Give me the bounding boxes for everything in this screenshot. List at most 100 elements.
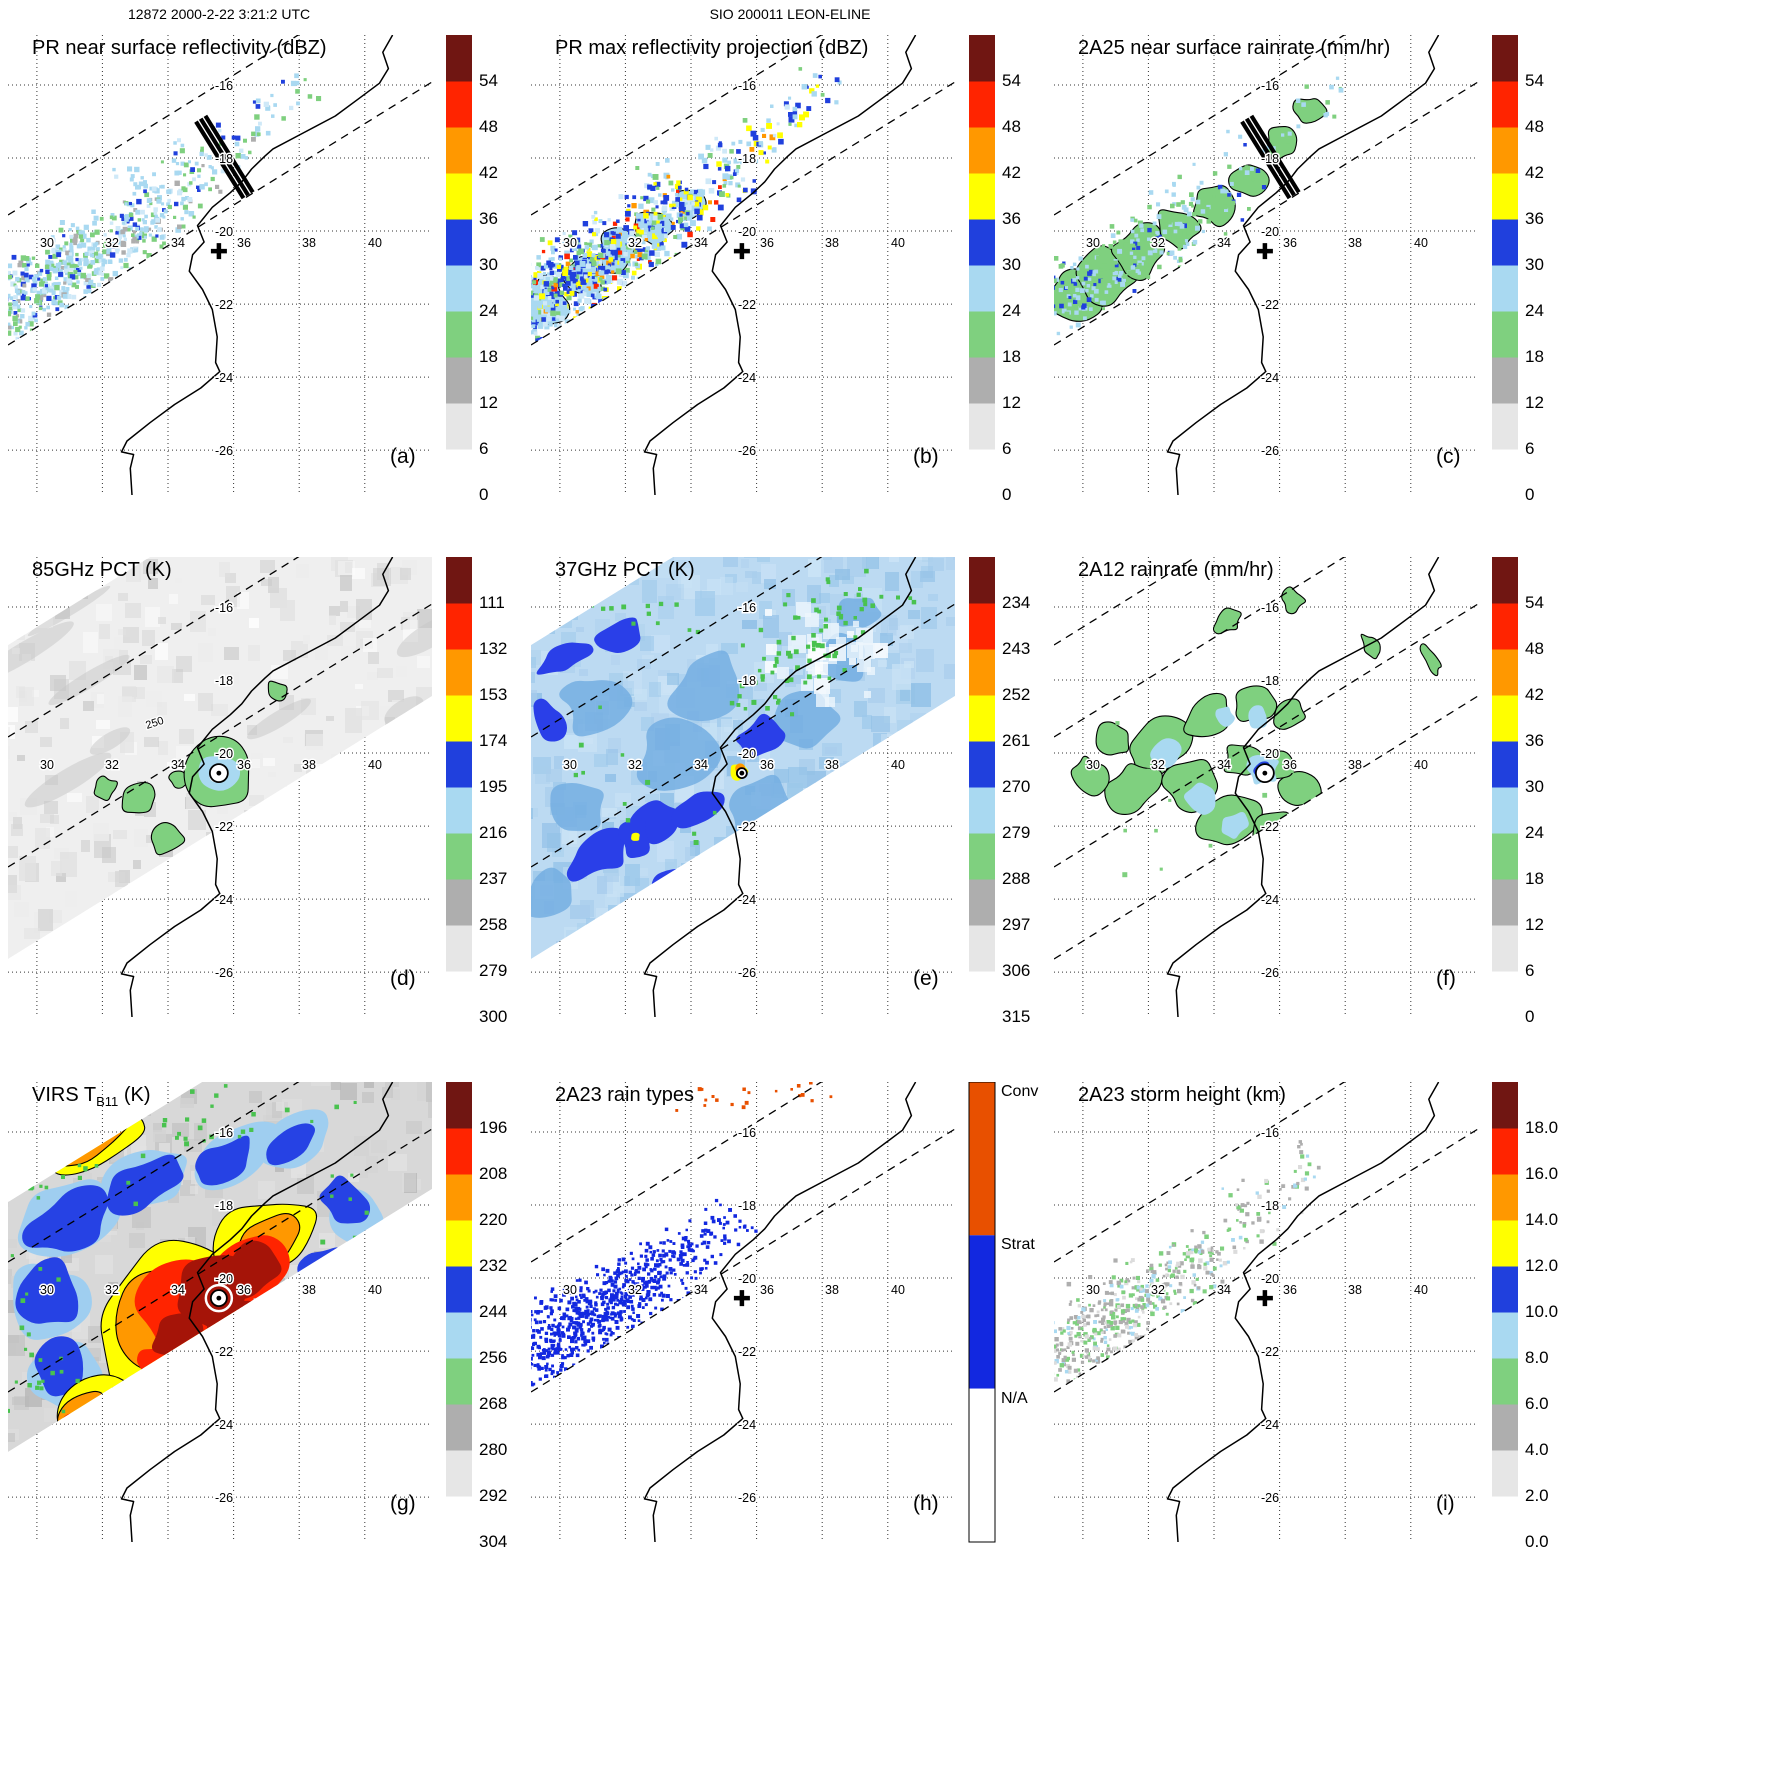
lon-label: 40 <box>891 1283 905 1297</box>
coastline <box>1166 35 1440 496</box>
colorbar-tick: 153 <box>479 685 507 704</box>
colorbar-segment <box>446 1174 472 1221</box>
colorbar-segment <box>969 557 995 604</box>
panel-e: 30 32 34 36 38 40 -16 -18 -20 -22 -24 -26 37GHz PCT … <box>531 557 1043 1034</box>
lat-label: -22 <box>738 820 756 834</box>
lon-label: 34 <box>1217 1283 1231 1297</box>
colorbar-tick: 196 <box>479 1118 507 1137</box>
lon-label: 32 <box>105 236 119 250</box>
storm-center-marker <box>1256 1290 1273 1307</box>
colorbar-segment <box>969 695 995 742</box>
colorbar-segment <box>1492 35 1518 82</box>
colorbar-segment <box>1492 81 1518 128</box>
lat-label: -26 <box>215 444 233 458</box>
lat-label: -20 <box>738 225 756 239</box>
colorbar-tick: 42 <box>1525 163 1544 182</box>
colorbar-segment <box>1492 1220 1518 1267</box>
colorbar-segment <box>1492 403 1518 450</box>
colorbar-segment <box>1492 1266 1518 1313</box>
lat-label: -24 <box>1261 893 1279 907</box>
panel-label: (c) <box>1436 445 1461 468</box>
lat-label: -22 <box>738 298 756 312</box>
panel-title: PR near surface reflectivity (dBZ) <box>32 37 327 59</box>
lon-label: 30 <box>40 236 54 250</box>
colorbar: 304 292 280 268 256 244 232 220 208 196 <box>446 1082 507 1551</box>
colorbar-tick: 252 <box>1002 685 1030 704</box>
lon-label: 36 <box>760 236 774 250</box>
panel-title: 2A12 rainrate (mm/hr) <box>1078 559 1274 581</box>
colorbar-tick: 6.0 <box>1525 1394 1549 1413</box>
panel-svg-a: 30 32 34 36 38 40 -16 -18 -20 -22 -24 -26 PR near su… <box>8 35 498 504</box>
colorbar-tick: 48 <box>1525 117 1544 136</box>
colorbar-segment <box>446 695 472 742</box>
lon-label: 40 <box>1414 236 1428 250</box>
colorbar-tick: 42 <box>1525 685 1544 704</box>
lat-label: -26 <box>738 966 756 980</box>
colorbar-segment <box>969 35 995 82</box>
colorbar-tick: 8.0 <box>1525 1348 1549 1367</box>
colorbar-segment <box>969 1235 995 1389</box>
colorbar-segment <box>969 833 995 880</box>
colorbar-tick: 6 <box>1525 961 1534 980</box>
panel-title: 2A25 near surface rainrate (mm/hr) <box>1078 37 1390 59</box>
colorbar-segment <box>969 1388 995 1542</box>
panel-i: 30 32 34 36 38 40 -16 -18 -20 -22 -24 -26 2A23 storm… <box>1054 1082 1566 1559</box>
coastline <box>1166 1082 1440 1543</box>
colorbar-segment <box>446 1404 472 1451</box>
colorbar-tick: 261 <box>1002 731 1030 750</box>
lat-label: -16 <box>738 601 756 615</box>
panel-title: PR max reflectivity projection (dBZ) <box>555 37 868 59</box>
colorbar-segment <box>1492 449 1518 496</box>
panel-label: (e) <box>913 967 939 990</box>
lon-label: 30 <box>1086 1283 1100 1297</box>
colorbar-segment <box>446 1450 472 1497</box>
colorbar-tick: 258 <box>479 915 507 934</box>
lat-label: -24 <box>738 1418 756 1432</box>
colorbar-tick: 0 <box>1525 485 1534 504</box>
panel-title: 2A23 storm height (km) <box>1078 1084 1286 1106</box>
lon-label: 38 <box>1348 236 1362 250</box>
lat-label: -22 <box>215 1345 233 1359</box>
lon-label: 30 <box>563 236 577 250</box>
colorbar-tick: 0.0 <box>1525 1532 1549 1551</box>
colorbar-tick: 0 <box>1002 485 1011 504</box>
lon-label: 32 <box>628 758 642 772</box>
colorbar-tick: 232 <box>479 1256 507 1275</box>
storm-center-marker <box>1256 243 1273 260</box>
lat-label: -20 <box>215 1272 233 1286</box>
colorbar-tick: 243 <box>1002 639 1030 658</box>
colorbar-segment <box>969 357 995 404</box>
colorbar-tick: 111 <box>479 593 505 612</box>
colorbar-segment <box>1492 649 1518 696</box>
colorbar-segment <box>446 1266 472 1313</box>
colorbar-segment <box>1492 1358 1518 1405</box>
panel-svg-b: 30 32 34 36 38 40 -16 -18 -20 -22 -24 -26 PR max ref… <box>531 35 1021 504</box>
data-gap-bar <box>1240 120 1292 200</box>
colorbar-segment <box>446 127 472 174</box>
colorbar: 0 6 12 18 24 30 36 42 48 54 <box>446 35 498 504</box>
colorbar-tick: 304 <box>479 1532 507 1551</box>
lat-label: -16 <box>1261 1126 1279 1140</box>
lat-label: -24 <box>215 1418 233 1432</box>
colorbar-segment <box>1492 971 1518 1018</box>
lon-label: 36 <box>237 236 251 250</box>
colorbar-tick: 6 <box>1002 439 1011 458</box>
map-area: 30 32 34 36 38 40 -16 -18 -20 -22 -24 -26 <box>8 35 432 496</box>
colorbar-segment <box>446 403 472 450</box>
map-area: 30 32 34 36 38 40 -16 -18 -20 -22 -24 -26 <box>1054 1082 1478 1543</box>
lon-label: 32 <box>1151 236 1165 250</box>
colorbar-segment <box>446 1312 472 1359</box>
colorbar-segment <box>446 1496 472 1543</box>
lon-label: 32 <box>1151 758 1165 772</box>
colorbar-segment <box>969 603 995 650</box>
data-gap-bar <box>203 114 255 194</box>
panel-label: (b) <box>913 445 939 468</box>
panel-label: (h) <box>913 1492 939 1515</box>
colorbar-segment <box>969 311 995 358</box>
colorbar-tick: 306 <box>1002 961 1030 980</box>
lat-label: -16 <box>215 79 233 93</box>
colorbar-tick: 279 <box>479 961 507 980</box>
lon-label: 30 <box>40 758 54 772</box>
colorbar-tick: 0 <box>1525 1007 1534 1026</box>
